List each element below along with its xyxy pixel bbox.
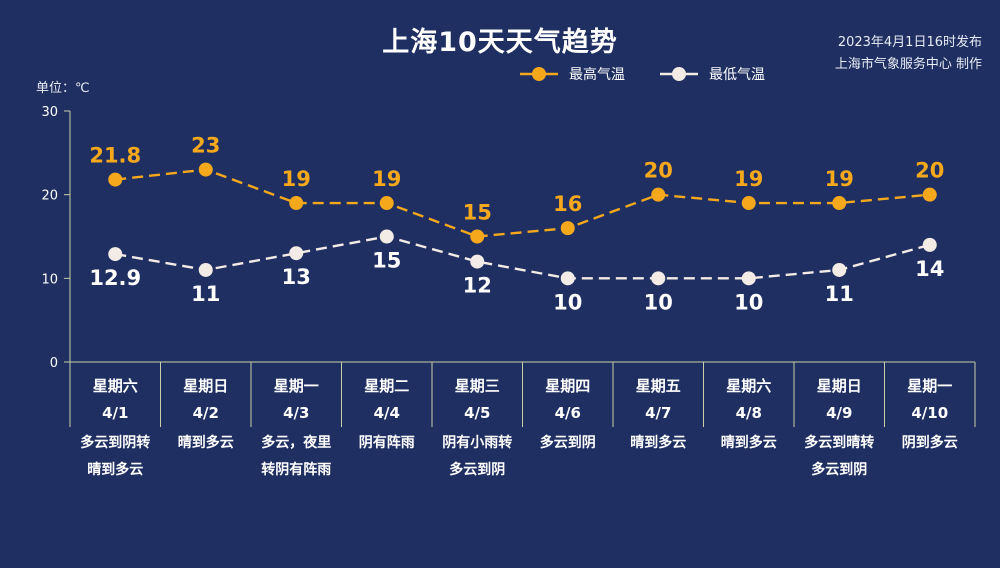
weather-desc: 晴到多云 xyxy=(721,434,777,451)
weekday-label: 星期一 xyxy=(907,377,952,395)
date-label: 4/5 xyxy=(464,404,490,422)
legend-marker xyxy=(532,67,546,81)
unit-label: 单位：℃ xyxy=(36,81,90,96)
high-temp-label: 19 xyxy=(734,167,763,191)
date-label: 4/6 xyxy=(555,404,581,422)
high-temp-label: 15 xyxy=(463,201,492,225)
weather-desc: 多云到阴 xyxy=(449,461,505,478)
y-tick-label: 20 xyxy=(41,189,58,204)
weather-desc: 多云到晴转 xyxy=(804,434,874,451)
high-temp-point xyxy=(379,196,394,211)
series-lines xyxy=(115,168,931,280)
high-temp-label: 19 xyxy=(825,167,854,191)
high-temp-line xyxy=(115,168,930,238)
series-marks: 21.8 23 19 19 15 16 20 19 19 20 12.9 11 13 15 12 10 10 10… xyxy=(89,134,944,315)
weather-desc: 多云到阴 xyxy=(540,434,596,451)
weather-desc: 多云，夜里 xyxy=(261,434,331,451)
legend-label: 最低气温 xyxy=(709,67,765,83)
low-temp-point xyxy=(470,254,485,269)
y-tick-label: 30 xyxy=(41,105,58,120)
weekday-label: 星期日 xyxy=(183,377,228,395)
weather-desc: 阴有阵雨 xyxy=(359,434,415,451)
high-temp-label: 23 xyxy=(191,134,220,158)
high-temp-label: 19 xyxy=(372,167,401,191)
date-label: 4/10 xyxy=(911,404,948,422)
low-temp-label: 11 xyxy=(191,282,220,306)
low-temp-label: 13 xyxy=(282,265,311,289)
high-temp-point xyxy=(832,196,847,211)
weekday-label: 星期二 xyxy=(364,377,409,395)
high-temp-point xyxy=(289,196,304,211)
low-temp-point xyxy=(379,229,394,244)
high-temp-label: 19 xyxy=(282,167,311,191)
high-temp-point xyxy=(470,229,485,244)
date-label: 4/4 xyxy=(374,404,400,422)
weekday-label: 星期一 xyxy=(274,377,319,395)
weather-desc: 晴到多云 xyxy=(87,461,143,478)
low-temp-point xyxy=(741,271,756,286)
weather-desc: 多云到阴转 xyxy=(80,434,150,451)
y-axis: 0 10 20 30 xyxy=(41,105,71,371)
low-temp-label: 12 xyxy=(463,274,492,298)
weekday-label: 星期四 xyxy=(545,377,590,395)
legend-item-high: 最高气温 xyxy=(520,66,625,83)
low-temp-line xyxy=(115,235,931,280)
publish-org: 上海市气象服务中心 制作 xyxy=(834,57,982,72)
high-temp-label: 21.8 xyxy=(89,144,141,168)
high-temp-point xyxy=(651,187,666,202)
weather-desc: 多云到阴 xyxy=(811,461,867,478)
weather-desc: 阴有小雨转 xyxy=(442,434,512,451)
y-tick-label: 0 xyxy=(50,356,58,371)
weekday-label: 星期三 xyxy=(455,377,500,395)
weather-desc: 晴到多云 xyxy=(178,434,234,451)
low-temp-point xyxy=(108,247,123,262)
publish-info: 2023年4月1日16时发布 上海市气象服务中心 制作 xyxy=(752,32,982,76)
high-temp-label: 20 xyxy=(915,159,944,183)
weekday-label: 星期五 xyxy=(636,377,681,395)
low-temp-point xyxy=(289,246,304,261)
low-temp-label: 10 xyxy=(734,290,763,314)
low-temp-label: 12.9 xyxy=(89,266,141,290)
y-tick-label: 10 xyxy=(41,272,58,287)
chart-title: 上海10天天气趋势 xyxy=(382,27,618,58)
low-temp-point xyxy=(560,271,575,286)
high-temp-point xyxy=(560,221,575,236)
weekday-label: 星期六 xyxy=(726,377,771,395)
low-temp-point xyxy=(832,262,847,277)
low-temp-point xyxy=(198,262,213,277)
date-label: 4/7 xyxy=(645,404,671,422)
weather-desc: 转阴有阵雨 xyxy=(261,461,331,478)
high-temp-point xyxy=(741,196,756,211)
legend: 最高气温 最低气温 xyxy=(520,66,765,83)
date-label: 4/8 xyxy=(736,404,762,422)
low-temp-point xyxy=(922,237,937,252)
legend-item-low: 最低气温 xyxy=(660,67,765,83)
date-label: 4/1 xyxy=(102,404,128,422)
day-table: 星期六4/1多云到阴转晴到多云星期日4/2晴到多云星期一4/3多云，夜里转阴有阵… xyxy=(69,361,976,478)
high-temp-point xyxy=(108,172,123,187)
low-temp-label: 10 xyxy=(644,290,673,314)
high-temp-label: 16 xyxy=(553,192,582,216)
high-temp-point xyxy=(922,187,937,202)
low-temp-point xyxy=(651,271,666,286)
low-temp-label: 11 xyxy=(825,282,854,306)
high-temp-label: 20 xyxy=(644,159,673,183)
low-temp-label: 14 xyxy=(915,257,944,281)
high-temp-point xyxy=(198,162,213,177)
low-temp-label: 15 xyxy=(372,249,401,273)
weather-desc: 阴到多云 xyxy=(902,434,958,451)
weekday-label: 星期六 xyxy=(93,377,138,395)
date-label: 4/2 xyxy=(193,404,219,422)
publish-time: 2023年4月1日16时发布 xyxy=(837,35,982,50)
weekday-label: 星期日 xyxy=(817,377,862,395)
date-label: 4/9 xyxy=(826,404,852,422)
low-temp-label: 10 xyxy=(553,290,582,314)
date-label: 4/3 xyxy=(283,404,309,422)
legend-label: 最高气温 xyxy=(569,66,625,83)
weather-desc: 晴到多云 xyxy=(630,434,686,451)
legend-marker xyxy=(672,67,686,81)
